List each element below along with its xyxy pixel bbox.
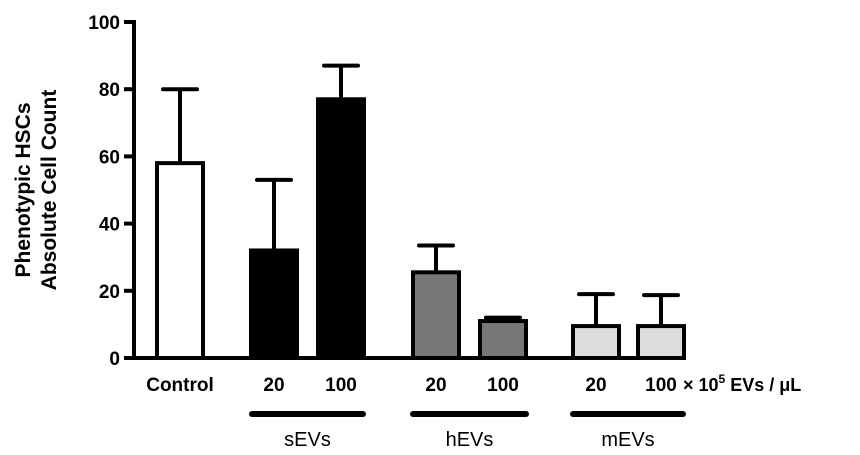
y-axis-title-line-2: Absolute Cell Count	[38, 90, 61, 291]
x-tick-label-control: Control	[146, 375, 214, 396]
x-unit-suffix: EVs / μL	[725, 375, 801, 395]
y-tick-label-60: 60	[99, 147, 120, 168]
x-tick-label-hevs-100: 100	[487, 375, 519, 396]
y-axis-title: Phenotypic HSCs Absolute Cell Count	[12, 90, 61, 291]
bar-mevs-100	[636, 324, 686, 360]
bar-hevs-100	[478, 319, 528, 361]
bar-control	[155, 161, 205, 360]
y-tick-label-80: 80	[99, 80, 120, 101]
group-label-sevs: sEVs	[284, 429, 331, 451]
x-unit-prefix: × 10	[683, 375, 719, 395]
bar-sevs-20	[249, 248, 299, 360]
x-unit-exponent: 5	[719, 372, 726, 386]
x-tick-label-sevs-100: 100	[325, 375, 357, 396]
x-tick-label-sevs-20: 20	[263, 375, 284, 396]
group-label-mevs: mEVs	[601, 429, 654, 451]
y-tick-label-40: 40	[99, 215, 120, 236]
y-tick-label-0: 0	[109, 349, 120, 370]
bar-mevs-20	[571, 324, 621, 360]
x-tick-label-mevs-100: 100	[645, 375, 677, 396]
y-tick-label-20: 20	[99, 282, 120, 303]
group-label-hevs: hEVs	[446, 429, 494, 451]
y-tick-label-100: 100	[88, 13, 120, 34]
x-tick-label-mevs-20: 20	[585, 375, 606, 396]
bar-sevs-100	[316, 97, 366, 360]
x-unit-label: × 105 EVs / μL	[683, 372, 801, 395]
x-tick-label-hevs-20: 20	[425, 375, 446, 396]
y-axis-title-line-1: Phenotypic HSCs	[12, 102, 35, 277]
bar-hevs-20	[411, 270, 461, 361]
